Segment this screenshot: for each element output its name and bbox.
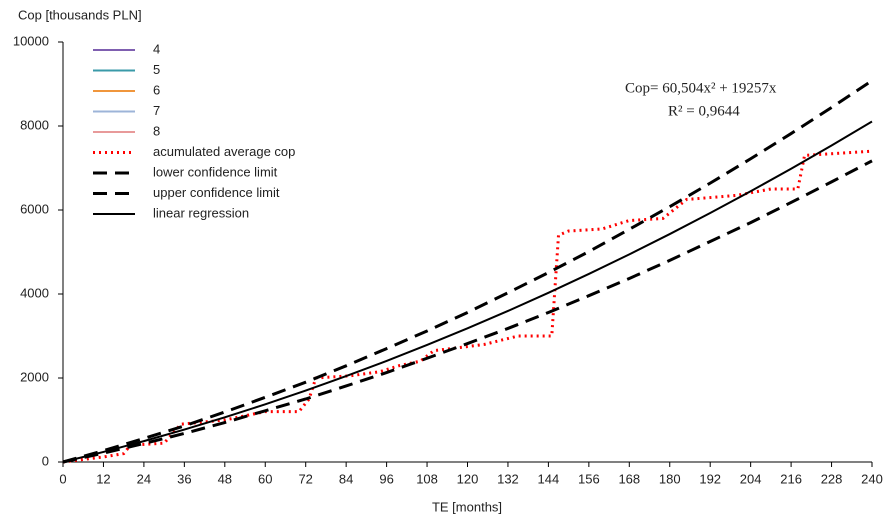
r-squared: R² = 0,9644	[668, 103, 740, 119]
x-tick-label: 0	[59, 471, 66, 486]
x-tick-label: 84	[339, 471, 353, 486]
legend-label: 6	[153, 82, 160, 97]
x-tick-label: 36	[177, 471, 191, 486]
equation: Cop= 60,504x² + 19257x	[625, 80, 777, 96]
legend-label: 4	[153, 41, 160, 56]
legend-label: 5	[153, 62, 160, 77]
legend-label: upper confidence limit	[153, 185, 280, 200]
x-tick-label: 72	[298, 471, 312, 486]
legend-label: 8	[153, 123, 160, 138]
series-line	[62, 159, 873, 464]
x-tick-label: 192	[699, 471, 721, 486]
x-tick-label: 108	[416, 471, 438, 486]
x-tick-label: 60	[258, 471, 272, 486]
y-tick-label: 10000	[13, 33, 49, 48]
series-line	[62, 120, 873, 463]
legend-label: acumulated average cop	[153, 144, 295, 159]
legend-label: linear regression	[153, 205, 249, 220]
y-tick-label: 0	[42, 453, 49, 468]
x-tick-label: 24	[137, 471, 151, 486]
y-tick-label: 2000	[20, 369, 49, 384]
x-tick-label: 144	[538, 471, 560, 486]
legend-label: lower confidence limit	[153, 164, 278, 179]
x-tick-label: 12	[96, 471, 110, 486]
y-tick-label: 4000	[20, 285, 49, 300]
x-tick-label: 180	[659, 471, 681, 486]
y-tick-label: 8000	[20, 117, 49, 132]
y-axis-title: Cop [thousands PLN]	[18, 7, 142, 22]
x-tick-label: 96	[379, 471, 393, 486]
x-tick-label: 156	[578, 471, 600, 486]
y-tick-label: 6000	[20, 201, 49, 216]
x-tick-label: 216	[780, 471, 802, 486]
series-line	[62, 79, 873, 464]
x-tick-label: 132	[497, 471, 519, 486]
x-tick-label: 240	[861, 471, 883, 486]
legend-label: 7	[153, 103, 160, 118]
x-tick-label: 228	[821, 471, 843, 486]
x-tick-label: 204	[740, 471, 762, 486]
x-tick-label: 48	[218, 471, 232, 486]
x-tick-label: 120	[457, 471, 479, 486]
x-axis-title: TE [months]	[432, 499, 502, 514]
x-tick-label: 168	[618, 471, 640, 486]
